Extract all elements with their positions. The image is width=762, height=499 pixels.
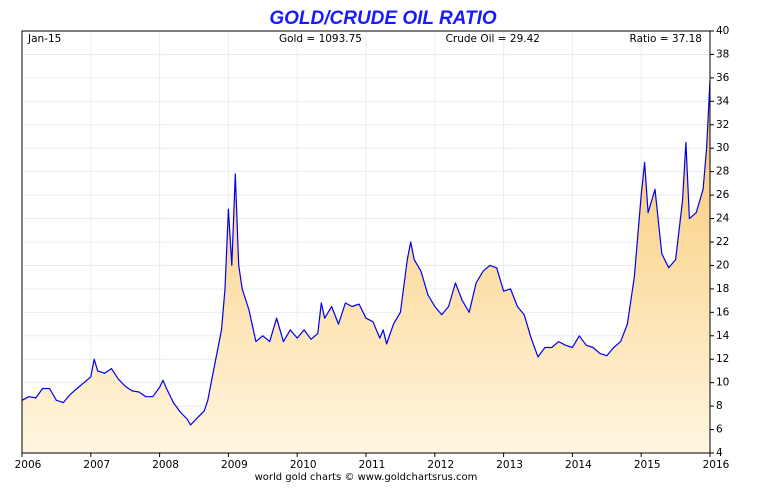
y-tick-label: 16 <box>716 306 730 318</box>
annotation: Crude Oil = 29.42 <box>446 33 540 45</box>
x-tick-label: 2011 <box>359 459 386 471</box>
line <box>21 80 711 426</box>
y-tick-label: 38 <box>716 48 729 60</box>
x-tick-label: 2013 <box>496 459 523 471</box>
x-tick-label: 2009 <box>221 459 248 471</box>
y-tick-label: 10 <box>716 377 729 389</box>
y-tick-label: 24 <box>716 213 730 225</box>
x-tick-label: 2008 <box>152 459 179 471</box>
y-tick-label: 20 <box>716 259 729 271</box>
plot-frame <box>21 30 711 454</box>
y-tick-label: 12 <box>716 353 729 365</box>
x-tick-label: 2015 <box>634 459 661 471</box>
y-tick-label: 4 <box>716 447 723 459</box>
y-tick-label: 30 <box>716 142 729 154</box>
annotation: Jan-15 <box>27 33 61 45</box>
y-tick-label: 18 <box>716 283 729 295</box>
y-tick-label: 32 <box>716 119 729 131</box>
y-tick-label: 40 <box>716 25 729 37</box>
y-tick-label: 28 <box>716 166 729 178</box>
x-tick-label: 2007 <box>83 459 110 471</box>
x-tick-label: 2016 <box>703 459 730 471</box>
chart-title: GOLD/CRUDE OIL RATIO <box>269 8 497 29</box>
annotation: Ratio = 37.18 <box>630 33 703 45</box>
x-tick-label: 2006 <box>15 459 42 471</box>
area <box>22 80 710 453</box>
x-tick-label: 2014 <box>565 459 592 471</box>
source: world gold charts © www.goldchartsrus.co… <box>255 472 478 483</box>
x-tick-label: 2010 <box>290 459 317 471</box>
y-tick-label: 14 <box>716 330 730 342</box>
y-tick-label: 36 <box>716 72 730 84</box>
y-tick-label: 22 <box>716 236 729 248</box>
annotation: Gold = 1093.75 <box>279 33 362 45</box>
y-tick-label: 8 <box>716 400 723 412</box>
x-tick-label: 2012 <box>427 459 454 471</box>
y-tick-label: 26 <box>716 189 730 201</box>
y-tick-label: 6 <box>716 424 723 436</box>
y-tick-label: 34 <box>716 95 730 107</box>
